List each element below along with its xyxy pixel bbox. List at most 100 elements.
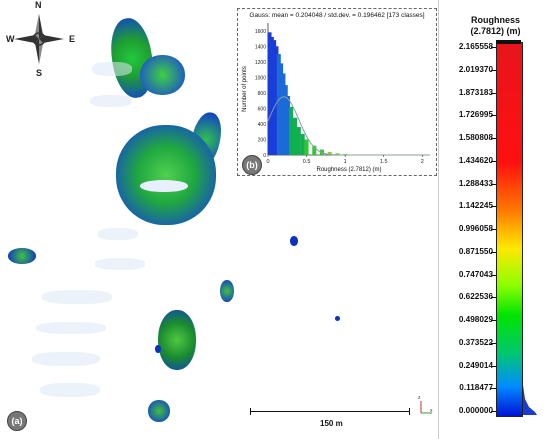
histogram-bar bbox=[274, 46, 279, 156]
colorbar-cap bbox=[496, 40, 521, 44]
legend-tick-mark bbox=[491, 115, 496, 117]
legend-tick-label: 0.249014 bbox=[458, 360, 493, 370]
legend-tick-label: 0.996058 bbox=[458, 224, 493, 233]
histogram-y-tick-label: 0 bbox=[263, 153, 266, 159]
histogram-y-tick-label: 1600 bbox=[255, 29, 266, 35]
legend-tick-mark bbox=[491, 69, 496, 71]
histogram-y-label: Number of points bbox=[242, 66, 248, 112]
compass-west-label: W bbox=[6, 34, 15, 44]
legend-tick-label: 2.165558 bbox=[458, 42, 493, 51]
histogram-bar bbox=[276, 54, 281, 155]
legend-tick-label: 1.580808 bbox=[458, 133, 493, 142]
cloud-patch bbox=[140, 180, 188, 192]
legend-tick-mark bbox=[491, 92, 496, 94]
legend-tick-mark bbox=[491, 206, 496, 208]
cloud-patch bbox=[155, 345, 161, 353]
legend-tick-mark bbox=[491, 365, 496, 367]
legend-tick-label: 0.000000 bbox=[458, 406, 493, 415]
legend-tick-mark bbox=[491, 411, 496, 412]
cloud-patch bbox=[220, 280, 234, 302]
legend-tick-mark bbox=[491, 138, 496, 139]
histogram-bar bbox=[269, 36, 274, 155]
histogram-bar bbox=[286, 95, 291, 155]
cloud-patch bbox=[32, 352, 100, 366]
legend-tick-mark bbox=[491, 320, 496, 321]
legend-tick-label: 0.498029 bbox=[458, 315, 493, 324]
cloud-patch bbox=[158, 310, 196, 370]
histogram-title: Gauss: mean = 0.204048 / std.dev. = 0.19… bbox=[249, 12, 425, 19]
point-cloud-map: N S W E Gauss: mean = 0.204048 / std.dev… bbox=[6, 0, 439, 439]
axes-triad-icon: x z bbox=[418, 395, 436, 416]
cloud-patch bbox=[140, 55, 185, 95]
legend-tick-mark bbox=[491, 342, 496, 344]
histogram-bar bbox=[281, 73, 286, 155]
legend-tick-label: 0.747043 bbox=[458, 269, 493, 279]
cloud-patch bbox=[148, 400, 170, 422]
histogram-bar bbox=[289, 106, 294, 155]
compass-rose-icon: N S W E bbox=[6, 0, 75, 78]
legend-tick-label: 0.373522 bbox=[458, 337, 493, 347]
legend-tick-mark bbox=[491, 251, 496, 253]
scale-bar bbox=[250, 408, 410, 415]
cloud-patch bbox=[335, 316, 340, 321]
compass-north-label: N bbox=[35, 0, 42, 10]
histogram-y-tick-label: 200 bbox=[258, 137, 267, 143]
cloud-patch bbox=[40, 383, 100, 397]
histogram-inset: Gauss: mean = 0.204048 / std.dev. = 0.19… bbox=[237, 8, 437, 176]
legend-tick-label: 0.118477 bbox=[459, 383, 493, 393]
map-label: (a) bbox=[7, 411, 27, 431]
legend-tick-label: 2.019370 bbox=[458, 64, 493, 74]
legend-histogram-icon bbox=[523, 385, 537, 415]
histogram-bar bbox=[327, 151, 332, 155]
cloud-patch bbox=[95, 258, 145, 270]
histogram-bar bbox=[304, 139, 309, 155]
legend-tick-mark bbox=[491, 47, 496, 48]
cloud-patch bbox=[98, 228, 138, 240]
histogram-bar bbox=[267, 32, 272, 155]
legend-tick-mark bbox=[491, 160, 496, 162]
cloud-patch bbox=[90, 95, 132, 107]
cloud-patch bbox=[92, 62, 132, 76]
legend-tick-label: 1.726995 bbox=[458, 110, 493, 120]
legend-tick-label: 0.871550 bbox=[458, 246, 493, 256]
histogram-x-label: Roughness (2.7812) (m) bbox=[316, 167, 381, 173]
histogram-bar bbox=[300, 134, 305, 155]
legend-tick-mark bbox=[491, 229, 496, 230]
histogram-bar bbox=[312, 145, 317, 155]
cloud-patch bbox=[290, 236, 298, 246]
cloud-patch bbox=[42, 290, 112, 304]
legend-tick-label: 1.288433 bbox=[458, 178, 493, 188]
histogram-x-tick-label: 0 bbox=[266, 159, 269, 165]
inset-label: (b) bbox=[242, 155, 262, 175]
legend-tick-mark bbox=[491, 183, 496, 185]
legend-tick-label: 0.622536 bbox=[458, 292, 493, 302]
histogram-y-tick-label: 1000 bbox=[255, 75, 266, 81]
legend-tick-mark bbox=[491, 297, 496, 299]
legend-tick-label: 1.873183 bbox=[458, 87, 493, 97]
histogram-bar bbox=[335, 153, 340, 155]
cloud-patch bbox=[8, 248, 36, 264]
legend-title-line2: (2.7812) (m) bbox=[470, 26, 521, 36]
legend-tick-mark bbox=[491, 274, 496, 276]
axes-x-label: x bbox=[430, 408, 433, 414]
histogram-x-tick-label: 1.5 bbox=[380, 159, 388, 165]
histogram-y-tick-label: 1400 bbox=[255, 44, 266, 50]
cloud-patch bbox=[36, 322, 106, 334]
cloud-patch bbox=[116, 125, 216, 225]
histogram-bar bbox=[293, 117, 297, 155]
histogram-y-tick-label: 400 bbox=[258, 122, 267, 128]
histogram-bar bbox=[279, 63, 284, 156]
axes-z-label: z bbox=[418, 395, 421, 401]
legend-tick-label: 1.142245 bbox=[458, 201, 493, 211]
histogram-x-tick-label: 0.5 bbox=[303, 159, 311, 165]
scale-text: 150 m bbox=[320, 419, 343, 428]
gauss-curve bbox=[267, 96, 430, 156]
histogram-y-tick-label: 600 bbox=[258, 106, 267, 112]
histogram-y-tick-label: 800 bbox=[258, 91, 267, 97]
histogram-y-tick-label: 1200 bbox=[255, 60, 266, 66]
histogram-x-tick-label: 2 bbox=[421, 159, 424, 165]
histogram-x-tick-label: 1 bbox=[344, 159, 347, 165]
legend-tick-mark bbox=[491, 388, 496, 390]
legend-title: Roughness (2.7812) (m) bbox=[441, 15, 550, 37]
legend-title-line1: Roughness bbox=[470, 15, 520, 25]
